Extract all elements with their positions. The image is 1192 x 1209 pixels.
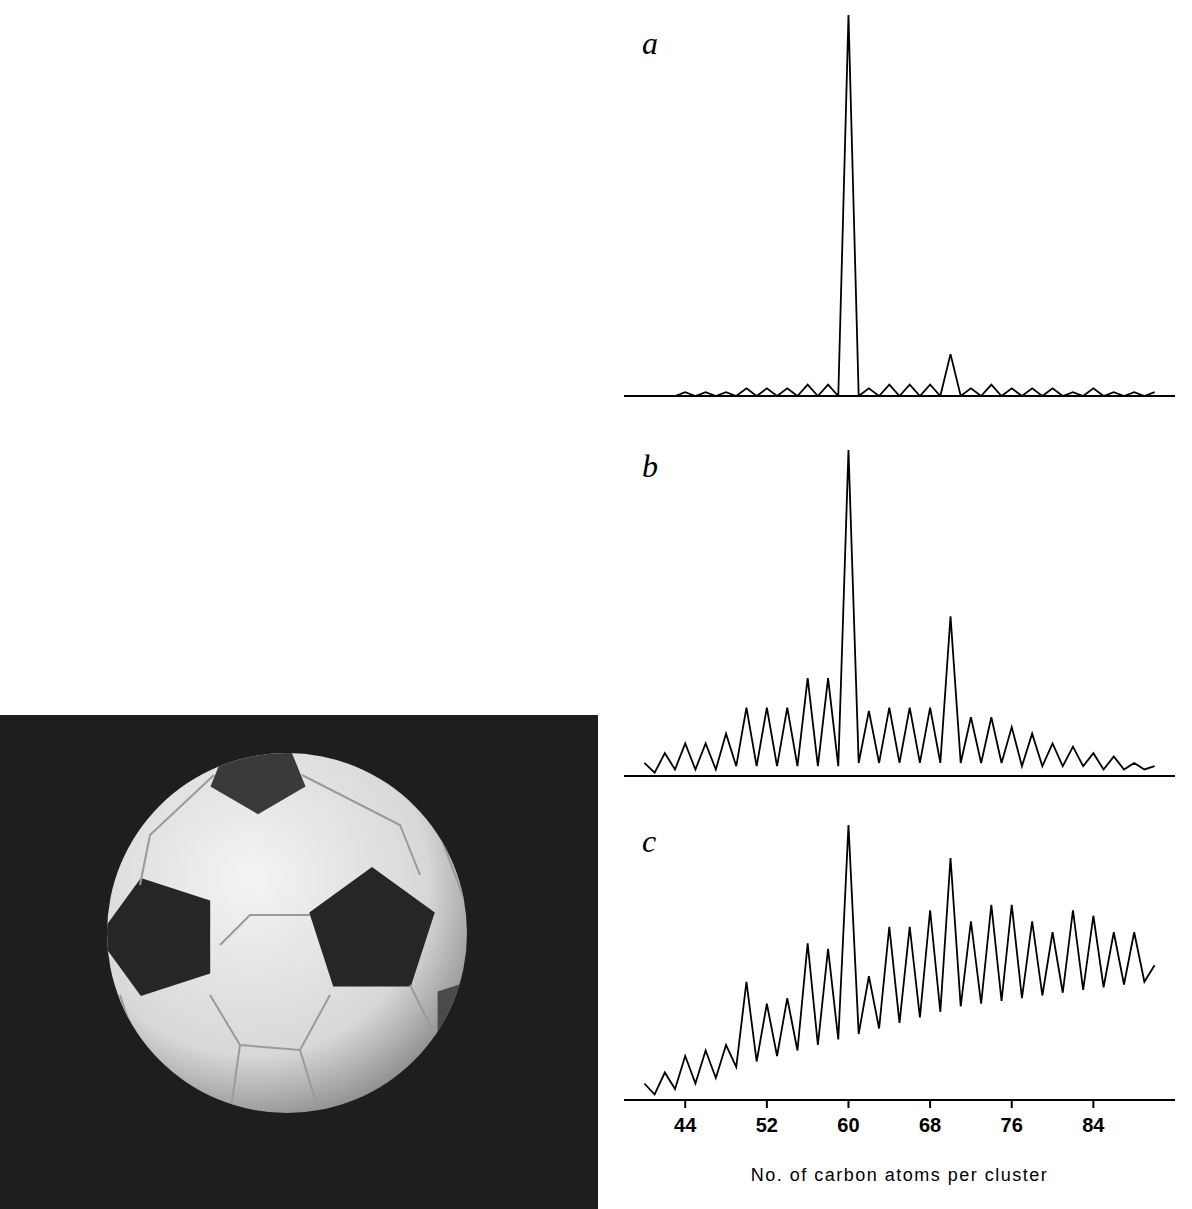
html-text:a: a	[642, 25, 658, 61]
svg-text:68: 68	[919, 1114, 941, 1136]
svg-text:60: 60	[837, 1114, 859, 1136]
svg-text:76: 76	[1001, 1114, 1023, 1136]
svg-text:84: 84	[1082, 1114, 1105, 1136]
svg-text:No. of carbon atoms per cluste: No. of carbon atoms per cluster	[751, 1165, 1049, 1185]
html-text:b: b	[642, 448, 658, 484]
html-text:c: c	[642, 823, 657, 859]
svg-text:44: 44	[674, 1114, 697, 1136]
svg-text:52: 52	[756, 1114, 778, 1136]
